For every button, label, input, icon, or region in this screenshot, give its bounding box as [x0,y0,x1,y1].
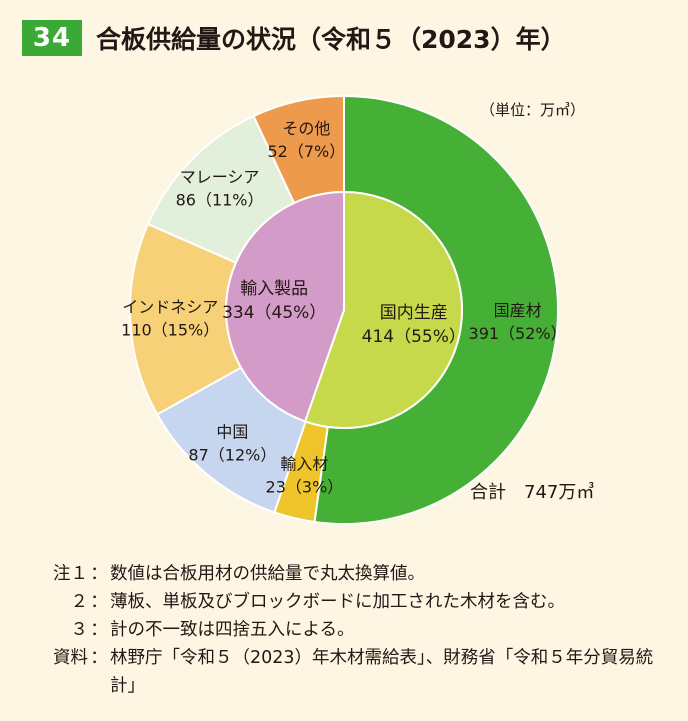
slice-label: 輸入材 [280,454,328,473]
note-label: 資料 [53,648,88,668]
inner-slice [225,190,345,423]
note-separator: ： [90,648,108,668]
note-row: 注１ ： 数値は合板用材の供給量で丸太換算値。 [22,560,670,588]
slice-label: 23（3%） [266,477,344,496]
slice-label: 414（55%） [362,327,466,347]
slice-label: 国産材 [494,301,542,320]
notes: 注１ ： 数値は合板用材の供給量で丸太換算値。 ２ ： 薄板、単板及びブロックボ… [22,560,670,700]
slice-label: 87（12%） [188,446,276,465]
figure-title: 合板供給量の状況（令和５（2023）年） [96,25,566,54]
note-label: ２ [70,592,89,612]
slice-label: 391（52%） [469,324,567,343]
figure-number: 34 [22,20,82,56]
note-row: ３ ： 計の不一致は四捨五入による。 [22,616,670,644]
inner-pie [225,190,463,429]
slice-label: 86（11%） [176,190,264,209]
note-label: 注１ [53,564,88,584]
slice-label: マレーシア [180,167,260,186]
figure-header: 34 合板供給量の状況（令和５（2023）年） [22,18,566,58]
note-row: ２ ： 薄板、単板及びブロックボードに加工された木材を含む。 [22,588,670,616]
chart-labels: 国内生産 414（55%） 輸入製品 334（45%） 国産材 391（52%） 輸入材 23… [121,119,566,496]
slice-label: インドネシア [122,297,218,316]
note-separator: ： [90,564,108,584]
slice-label: その他 [282,119,330,138]
total-label: 合計 747万㎥ [470,482,594,503]
note-label: ３ [70,620,89,640]
note-text: 数値は合板用材の供給量で丸太換算値。 [110,564,425,584]
slice-label: 国内生産 [380,303,448,323]
slice-label: 110（15%） [121,320,219,339]
donut-chart: 国内生産 414（55%） 輸入製品 334（45%） 国産材 391（52%） 輸入材 23… [121,94,594,525]
unit-label: （単位：万㎥） [480,101,585,119]
slice-label: 輸入製品 [240,279,308,299]
note-separator: ： [90,592,108,612]
slice-label: 334（45%） [222,303,326,323]
note-separator: ： [90,620,108,640]
note-text: 林野庁「令和５（2023）年木材需給表」、財務省「令和５年分貿易統計」 [110,648,654,696]
note-row: 資料 ： 林野庁「令和５（2023）年木材需給表」、財務省「令和５年分貿易統計」 [22,644,670,700]
note-text: 計の不一致は四捨五入による。 [110,620,355,640]
slice-label: 中国 [216,423,248,442]
note-text: 薄板、単板及びブロックボードに加工された木材を含む。 [110,592,565,612]
slice-label: 52（7%） [267,142,345,161]
